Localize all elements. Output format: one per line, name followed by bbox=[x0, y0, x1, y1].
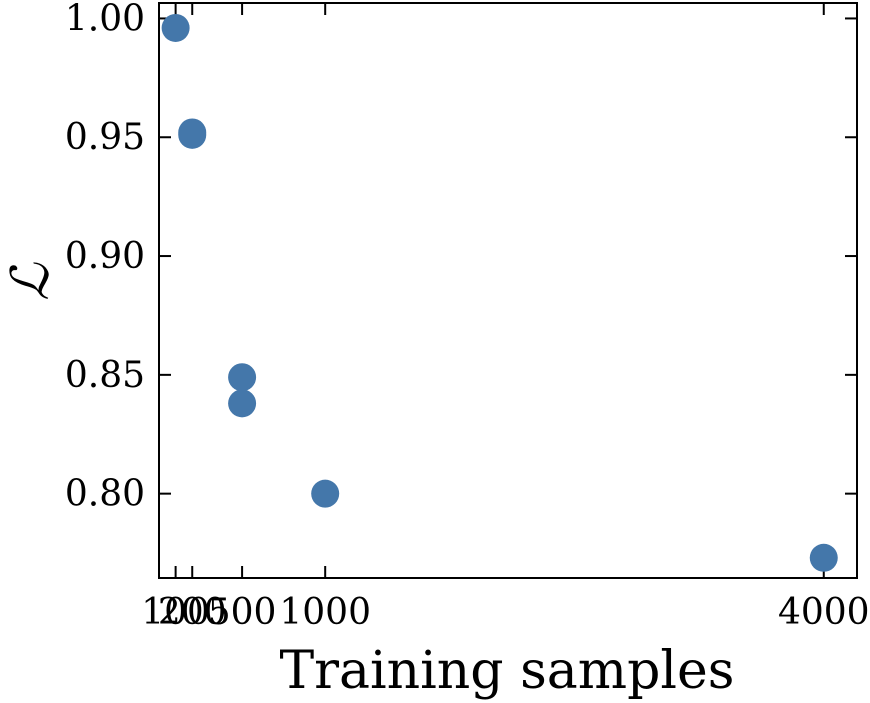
y-tick-label: 0.80 bbox=[65, 474, 145, 515]
y-tick-label: 0.95 bbox=[65, 117, 145, 158]
points-layer bbox=[161, 13, 838, 572]
x-tick-label: 1000 bbox=[279, 592, 371, 633]
plot-frame bbox=[158, 2, 858, 579]
x-tick-label: 4000 bbox=[778, 592, 870, 633]
data-point bbox=[228, 389, 257, 418]
y-tick-label: 0.85 bbox=[65, 355, 145, 396]
data-point bbox=[228, 363, 257, 392]
data-point bbox=[178, 120, 207, 149]
x-tick-label: 500 bbox=[208, 592, 277, 633]
y-axis-label: ℒ bbox=[1, 262, 61, 301]
x-tick-label: 200 bbox=[158, 592, 227, 633]
data-point bbox=[161, 13, 190, 42]
y-tick-label: 0.90 bbox=[65, 236, 145, 277]
x-tick-label: 100 bbox=[141, 592, 210, 633]
data-point bbox=[311, 479, 340, 508]
y-tick-label: 1.00 bbox=[65, 0, 145, 39]
data-point bbox=[809, 543, 838, 572]
x-axis-label: Training samples bbox=[280, 641, 735, 701]
